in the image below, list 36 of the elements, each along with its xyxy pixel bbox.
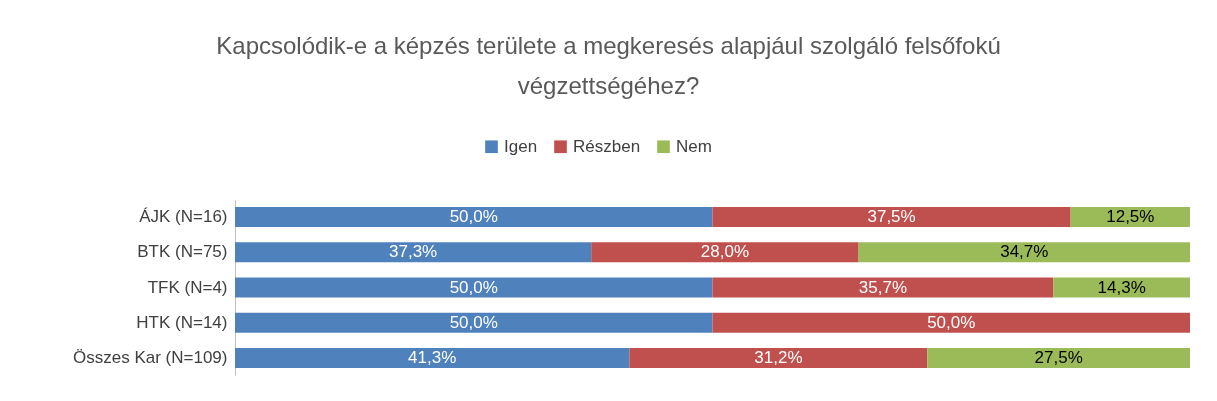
data-label: 50,0% [449,277,498,297]
bar [712,312,1190,333]
bar [712,207,1071,228]
y-tick-label: Összes Kar (N=109) [73,347,228,367]
y-tick-label: ÁJK (N=16) [139,207,228,227]
data-label: 14,3% [1097,277,1146,297]
legend-label: Részben [573,136,641,156]
legend-label: Igen [504,136,538,156]
data-label: 50,0% [449,312,498,332]
data-label: 12,5% [1106,207,1155,227]
bar [712,277,1054,298]
chart-title: Kapcsolódik-e a képzés területe a megkeresés alapjául szolgáló felsőfokú végzettségéhez? [216,32,1001,99]
data-label: 35,7% [858,277,908,297]
legend-label: Nem [676,136,712,156]
bar [1053,277,1190,298]
data-label: 31,2% [754,347,803,367]
bar [591,242,859,263]
y-tick-label: TFK (N=4) [147,277,228,297]
bar [927,347,1190,368]
y-tick-label: BTK (N=75) [137,242,228,262]
bar [235,242,592,263]
data-label: 37,5% [867,207,916,227]
bar [235,312,713,333]
bar [629,347,928,368]
bar [235,207,713,228]
data-label: 41,3% [408,347,457,367]
y-tick-label: HTK (N=14) [136,312,228,332]
bar [235,347,630,368]
data-label: 37,3% [389,242,438,262]
data-label: 28,0% [700,242,750,262]
data-label: 34,7% [1000,242,1049,262]
bar [235,277,713,298]
data-label: 27,5% [1034,347,1083,367]
bar [858,242,1190,263]
data-label: 50,0% [927,312,976,332]
data-label: 50,0% [449,207,498,227]
